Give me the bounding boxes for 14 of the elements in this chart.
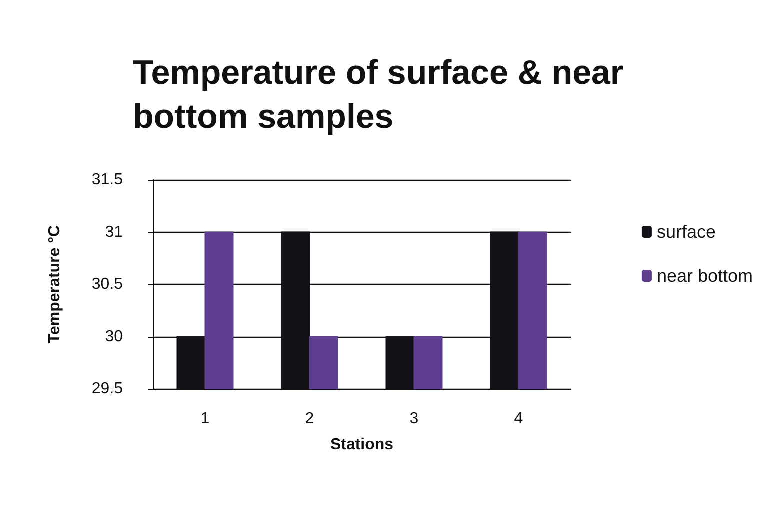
y-tick-label: 31.5 — [92, 172, 124, 188]
y-tick-label: 29.5 — [92, 380, 124, 398]
x-tick-label: 1 — [200, 410, 210, 428]
x-tick-label: 4 — [514, 410, 524, 428]
legend-label: surface — [656, 222, 716, 242]
x-tick-label: 2 — [305, 410, 314, 428]
y-tick-label: 30.5 — [92, 276, 124, 293]
x-axis-title: Stations — [330, 436, 394, 454]
y-axis-title: Temperature °C — [46, 224, 64, 344]
y-tick-label: 31 — [105, 224, 124, 241]
x-tick-label: 3 — [410, 410, 419, 428]
y-tick-label: 30 — [105, 328, 124, 346]
legend-label: near bottom — [656, 266, 754, 286]
chart-title: Temperature of surface & near bottom samples — [133, 54, 634, 136]
